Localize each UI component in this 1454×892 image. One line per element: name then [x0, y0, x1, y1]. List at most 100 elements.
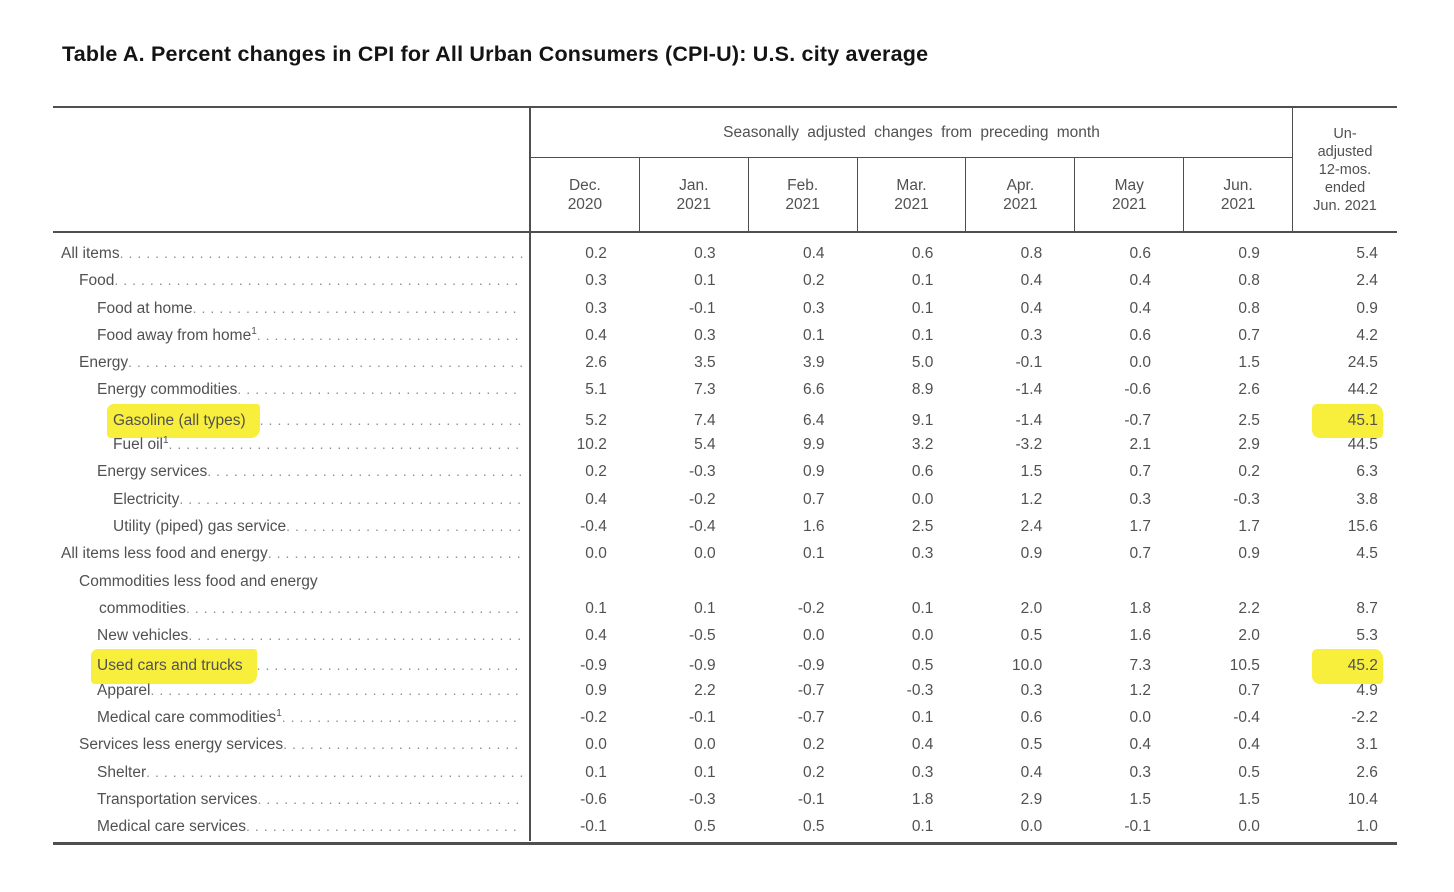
value-cell: 2.4: [1020, 517, 1043, 535]
annual-value-cell: 24.5: [1293, 349, 1397, 376]
row-label: Shelter: [97, 763, 147, 781]
row-label-cell: Food....................................…: [53, 267, 531, 294]
value-cell: 0.5: [1020, 627, 1043, 645]
row-label: Medical care commodities1: [97, 707, 282, 727]
value-cell: -1.4: [1015, 381, 1043, 399]
column-year-label: 2021: [894, 195, 929, 213]
dot-leader: ........................................…: [119, 245, 523, 261]
dot-leader: ........................................…: [259, 411, 523, 428]
value-cell: 0.1: [694, 763, 716, 781]
value-cell: 0.3: [1020, 326, 1043, 344]
value-cell: 0.4: [585, 490, 607, 508]
value-cell: 0.5: [802, 818, 825, 836]
row-label-cell: Food away from home1....................…: [53, 322, 531, 349]
row-label: Utility (piped) gas service: [113, 517, 287, 535]
column-year-label: 2021: [676, 195, 712, 213]
group-header: Seasonally adjusted changes from precedi…: [531, 108, 1292, 158]
value-cell: 2.2: [694, 681, 716, 699]
value-cell: -1.4: [1015, 411, 1043, 429]
value-cell: -0.7: [1124, 411, 1152, 429]
value-cell: 0.9: [1238, 545, 1260, 563]
value-cell: 1.7: [1129, 517, 1152, 535]
table-row: Medical care commodities1...............…: [53, 704, 1397, 731]
column-year-label: 2021: [1003, 195, 1038, 213]
table-row: Energy..................................…: [53, 349, 1397, 376]
value-cell: -0.1: [688, 709, 716, 727]
value-cell: -0.7: [797, 709, 825, 727]
row-label: Medical care services: [97, 818, 247, 836]
value-cell: 0.5: [1238, 763, 1260, 781]
value-cell: 0.0: [1020, 818, 1043, 836]
row-label-cell: Transportation services.................…: [53, 786, 531, 813]
row-label-cell: Commodities less food and energy commodit…: [53, 568, 531, 623]
row-label-cell: Apparel.................................…: [53, 677, 531, 704]
value-cell: -0.6: [580, 790, 607, 808]
table-row: Used cars and trucks....................…: [53, 649, 1397, 684]
value-cell: -0.3: [688, 463, 716, 481]
value-cell: 2.5: [911, 517, 934, 535]
row-label: New vehicles: [97, 627, 189, 645]
value-cell: 0.2: [802, 736, 825, 754]
value-cell: 0.4: [1129, 736, 1152, 754]
value-cell: 10.0: [1012, 657, 1043, 675]
row-label-continuation: commodities: [99, 599, 186, 617]
value-cell: 1.6: [1129, 627, 1152, 645]
dot-leader: ........................................…: [146, 763, 523, 780]
value-cell: 0.0: [911, 627, 934, 645]
value-cell: 0.7: [1238, 326, 1260, 344]
value-cell: 0.1: [911, 599, 934, 617]
annual-value-cell: 6.3: [1293, 458, 1397, 485]
annual-value: 4.5: [1356, 545, 1378, 563]
annual-value-cell: 2.6: [1293, 759, 1397, 786]
value-cell: 0.4: [911, 736, 934, 754]
value-cell: 2.9: [1020, 790, 1043, 808]
value-cell: 0.1: [694, 599, 716, 617]
value-cell: 0.3: [1129, 490, 1152, 508]
row-label: Apparel: [97, 681, 151, 699]
dot-leader: ........................................…: [286, 517, 523, 534]
value-cell: 0.4: [1020, 272, 1043, 290]
row-label-cell: Services less energy services...........…: [53, 731, 531, 758]
stub-header-cell: [53, 108, 531, 231]
value-cell: 0.1: [802, 326, 825, 344]
value-cell: 0.9: [1238, 245, 1260, 262]
value-cell: 0.1: [911, 299, 934, 317]
dot-leader: ........................................…: [150, 681, 523, 698]
value-cell: -0.4: [580, 517, 607, 535]
value-cell: 0.4: [802, 245, 825, 262]
column-header-feb: Feb. 2021: [747, 158, 857, 231]
row-label: All items: [61, 245, 120, 262]
value-cell: 2.9: [1238, 436, 1260, 454]
value-cell: 0.5: [1020, 736, 1043, 754]
dot-leader: ........................................…: [186, 599, 523, 616]
value-cell: 0.9: [802, 463, 825, 481]
value-cell: 0.6: [1129, 245, 1152, 262]
value-cell: 1.5: [1238, 790, 1260, 808]
value-cell: 0.7: [1238, 681, 1260, 699]
annual-value: 6.3: [1356, 463, 1378, 481]
value-cell: 1.5: [1238, 354, 1260, 372]
row-label-cell: All items less food and energy..........…: [53, 540, 531, 567]
value-cell: 0.8: [1020, 245, 1043, 262]
unadjusted-header-line: 12-mos.: [1318, 161, 1372, 178]
annual-value: 5.3: [1356, 627, 1378, 645]
annual-value: 44.5: [1347, 436, 1378, 454]
value-cell: -0.3: [1233, 490, 1260, 508]
row-label-twoline: Commodities less food and energy commodit…: [79, 568, 523, 623]
dot-leader: ........................................…: [256, 326, 523, 343]
value-cell: 1.8: [911, 790, 934, 808]
value-cell: 3.2: [911, 436, 934, 454]
row-label-cell: Used cars and trucks....................…: [53, 649, 531, 684]
table-row: Medical care services...................…: [53, 813, 1397, 840]
value-cell: 0.1: [911, 326, 934, 344]
table-row: Energy services.........................…: [53, 458, 1397, 485]
value-cell: 0.5: [911, 657, 934, 675]
dot-leader: ........................................…: [114, 272, 523, 289]
annual-value highlight-mark: 45.1: [1311, 403, 1383, 439]
column-header-mar: Mar. 2021: [856, 158, 966, 231]
value-cell: 0.2: [585, 245, 607, 262]
dot-leader: ........................................…: [267, 545, 523, 562]
annual-value-cell: 3.1: [1293, 731, 1397, 758]
value-cell: 0.3: [694, 326, 716, 344]
annual-value-cell: 8.7: [1293, 595, 1397, 622]
